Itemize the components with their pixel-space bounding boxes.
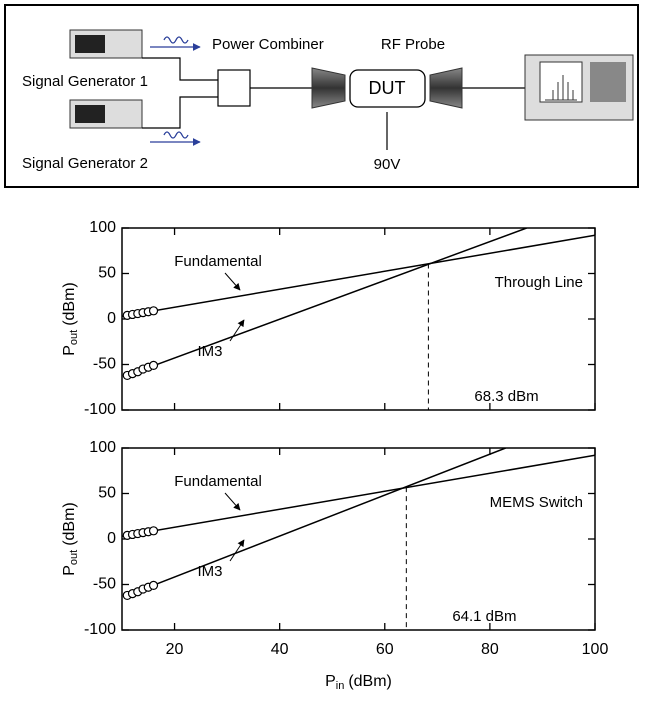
y-tick-label: 100	[89, 439, 116, 456]
x-axis-label: Pin (dBm)	[325, 673, 392, 692]
y-tick-label: 50	[98, 265, 116, 282]
dut-label: DUT	[369, 78, 406, 98]
series-label: IM3	[197, 563, 222, 580]
device-label: MEMS Switch	[490, 494, 583, 511]
setup-diagram: Signal Generator 1 Signal Generator 2 Po…	[4, 4, 639, 188]
bias-label: 90V	[374, 156, 401, 173]
charts: -100 -50 0 50 100 Pout (dBm) Fundamental IM3 Thro…	[61, 219, 608, 692]
label-part: P	[325, 673, 336, 690]
label-part: (dBm)	[61, 282, 78, 326]
y-tick-label: 0	[107, 530, 116, 547]
label-part: out	[68, 550, 80, 565]
annotation-arrow	[229, 539, 245, 562]
fit-line	[126, 448, 506, 597]
fit-line	[126, 228, 527, 377]
y-tick-label: 50	[98, 485, 116, 502]
x-tick-label: 60	[376, 641, 394, 658]
label-part: (dBm)	[61, 502, 78, 546]
label-part: out	[68, 330, 80, 345]
data-point	[148, 526, 159, 536]
annotation-arrow	[224, 272, 241, 291]
plot-frame	[121, 227, 596, 411]
y-tick-label: -100	[84, 401, 116, 418]
x-tick-label: 40	[271, 641, 289, 658]
y-axis-label: Pout (dBm)	[61, 282, 80, 356]
signal-generator-icon	[69, 29, 143, 129]
probe-icon	[311, 67, 463, 109]
series-label: IM3	[197, 343, 222, 360]
combiner-label: Power Combiner	[212, 36, 324, 53]
y-axis-label: Pout (dBm)	[61, 502, 80, 576]
data-point	[148, 306, 159, 316]
device-label: Through Line	[495, 274, 583, 291]
diagram-frame	[4, 4, 639, 188]
fit-line	[122, 234, 595, 318]
connections	[142, 57, 525, 150]
label-part: P	[61, 345, 78, 356]
data-point	[148, 360, 159, 371]
generator-label: Signal Generator 2	[22, 155, 148, 172]
series-label: Fundamental	[174, 253, 262, 270]
label-part: in	[336, 680, 345, 692]
label-part: P	[61, 565, 78, 576]
y-tick-label: 0	[107, 310, 116, 327]
annotation-arrow	[224, 492, 241, 511]
y-tick-label: -100	[84, 621, 116, 638]
y-tick-label: -50	[93, 576, 116, 593]
data-point	[148, 580, 159, 591]
rf-wave-icon	[150, 36, 201, 146]
x-tick-label: 100	[582, 641, 609, 658]
fit-line	[122, 454, 595, 538]
x-tick-label: 20	[166, 641, 184, 658]
y-tick-label: -50	[93, 356, 116, 373]
generator-label: Signal Generator 1	[22, 73, 148, 90]
plot-frame	[121, 447, 596, 631]
label-part: (dBm)	[348, 673, 392, 690]
intercept-label: 68.3 dBm	[474, 388, 538, 405]
x-tick-label: 80	[481, 641, 499, 658]
probe-label: RF Probe	[381, 36, 445, 53]
annotation-arrow	[229, 319, 245, 342]
series-label: Fundamental	[174, 473, 262, 490]
y-tick-label: 100	[89, 219, 116, 236]
intercept-label: 64.1 dBm	[452, 608, 516, 625]
spectrum-analyzer-icon	[524, 54, 634, 121]
